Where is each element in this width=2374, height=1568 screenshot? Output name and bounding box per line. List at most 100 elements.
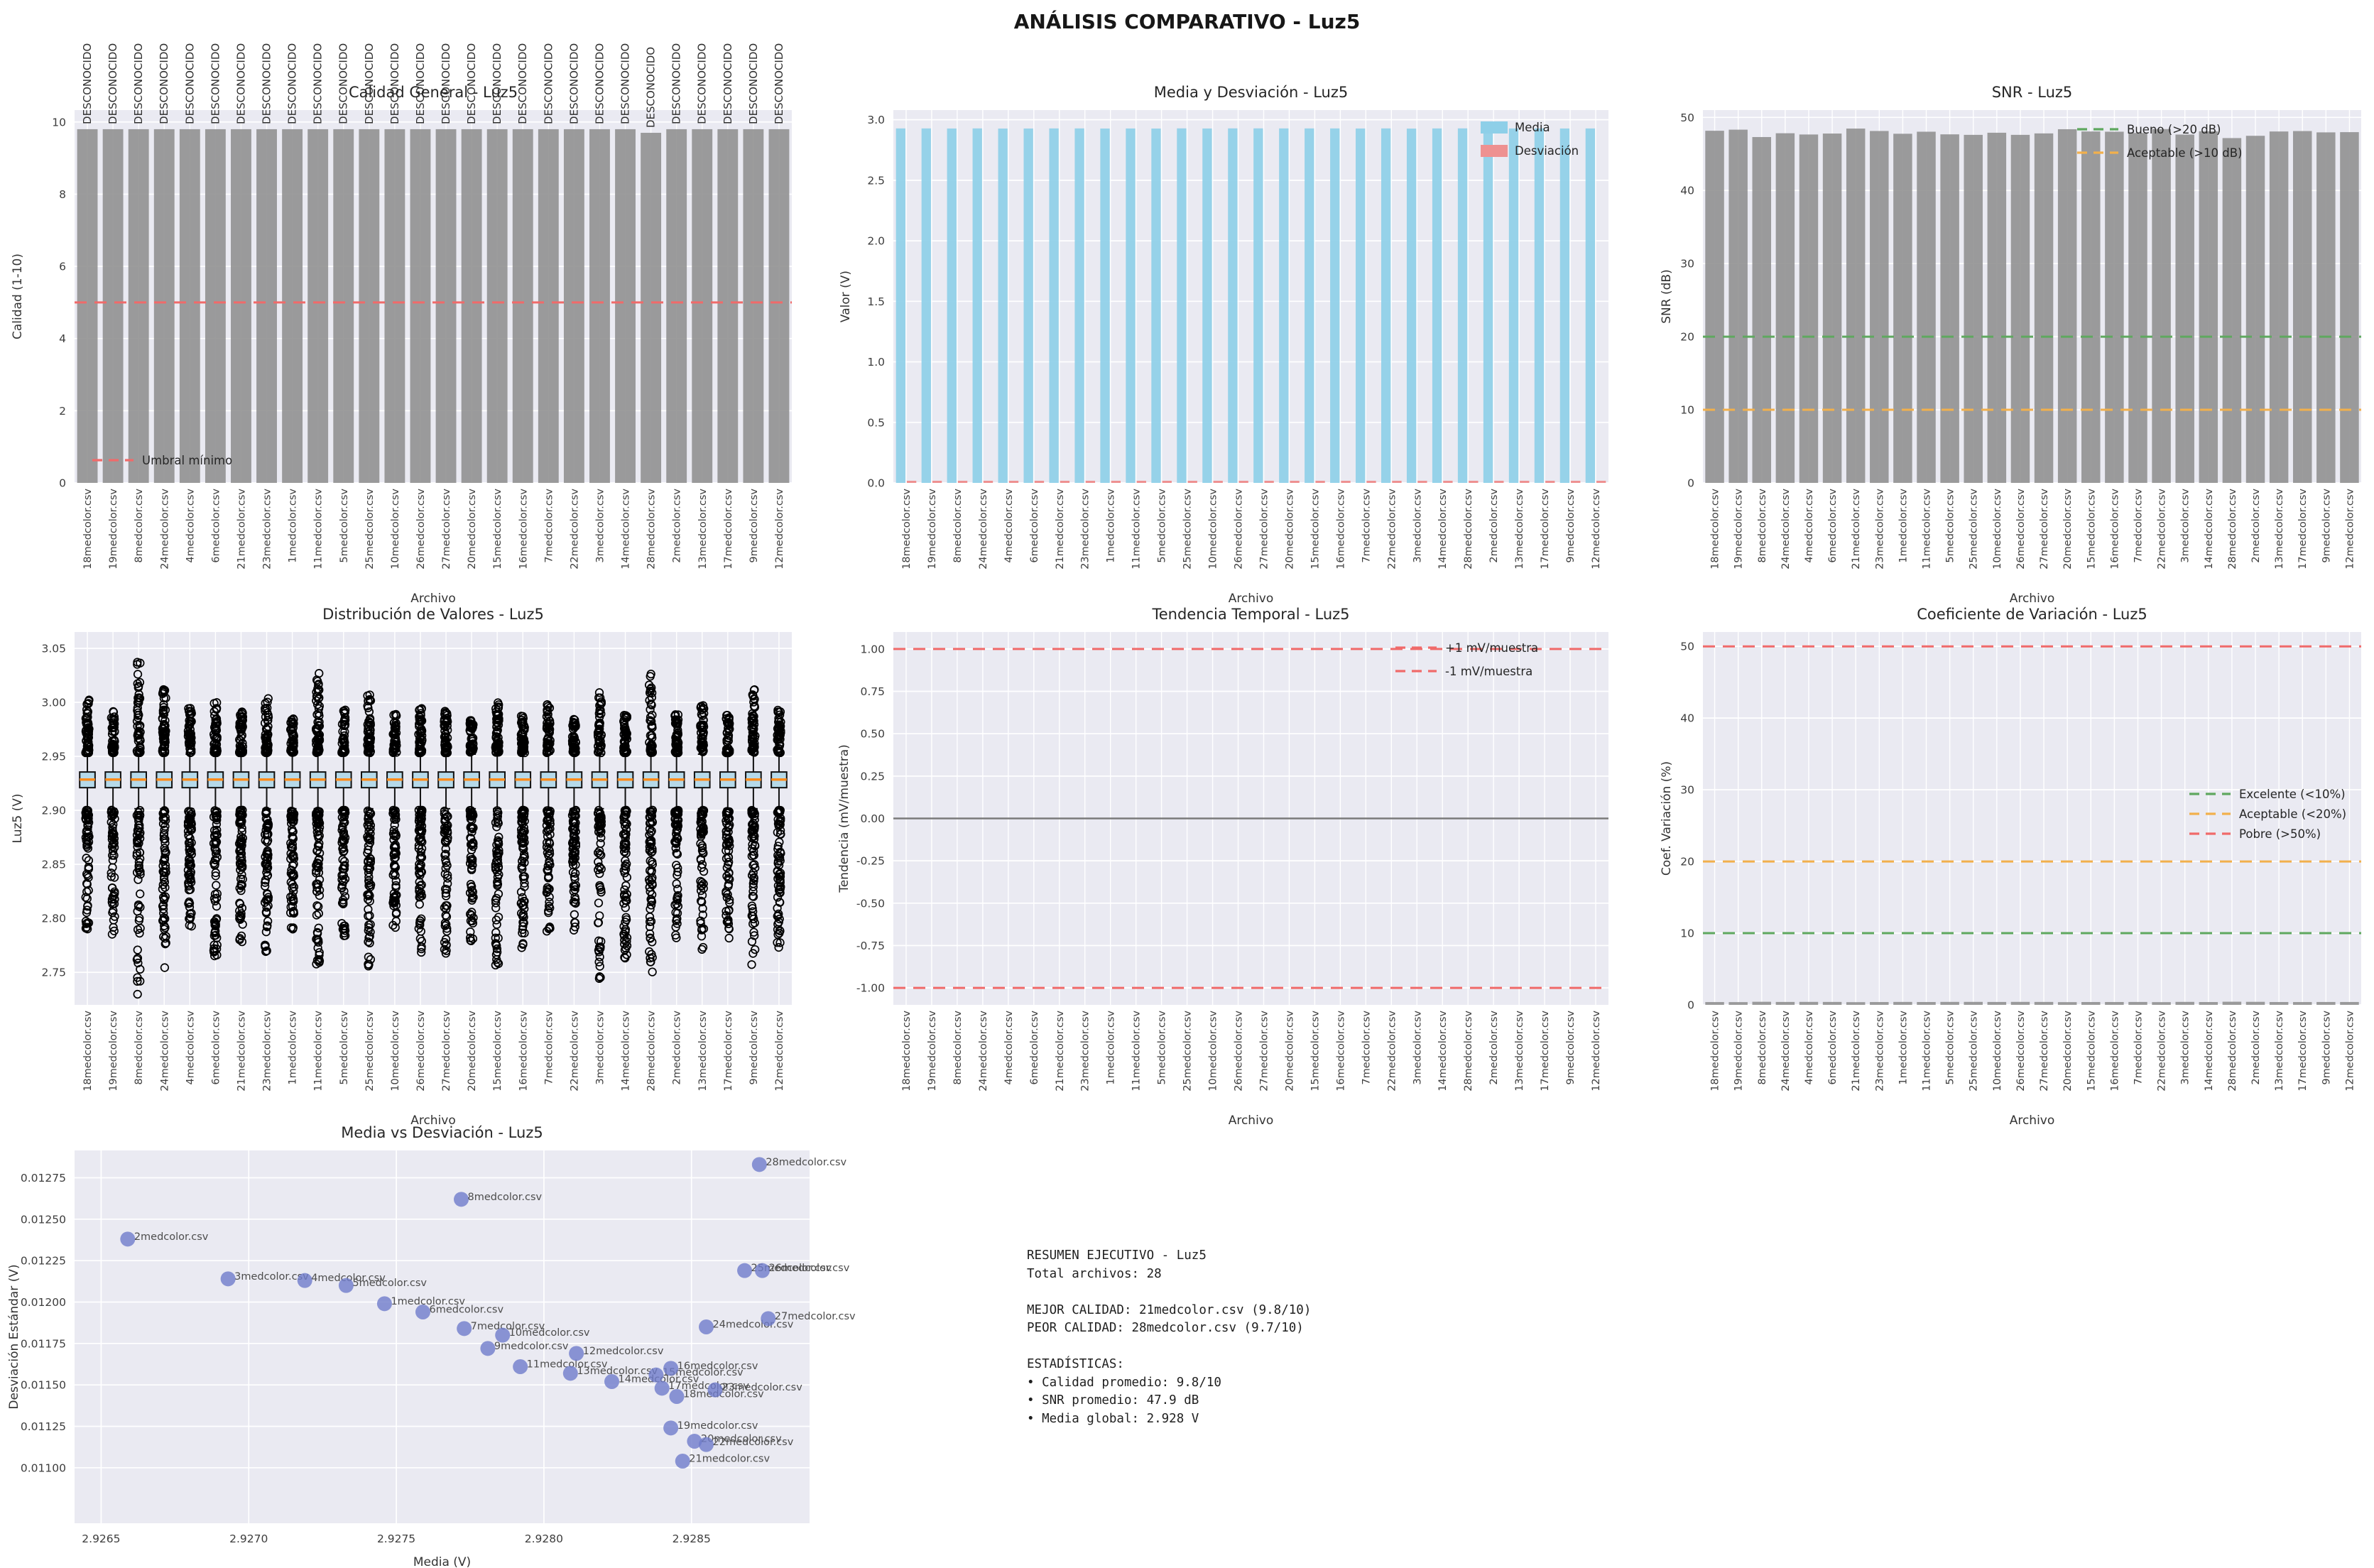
outlier: [288, 839, 298, 849]
outlier: [620, 742, 630, 752]
bar: [2105, 131, 2124, 483]
bar-media: [1457, 128, 1468, 483]
outlier: [107, 828, 117, 837]
outlier: [391, 728, 401, 738]
outlier: [595, 962, 604, 971]
outlier: [82, 726, 91, 735]
x-tick-label: 26medcolor.csv: [415, 1011, 427, 1091]
outlier: [236, 832, 246, 842]
scatter-point: [761, 1311, 776, 1327]
outlier: [108, 892, 118, 901]
x-tick-label: 8medcolor.csv: [134, 489, 145, 563]
outlier: [109, 926, 119, 936]
bar: [666, 129, 687, 484]
outlier: [748, 691, 758, 700]
outlier: [494, 747, 503, 757]
outlier: [518, 918, 528, 927]
outlier: [672, 899, 682, 909]
y-tick-label: 0.01200: [21, 1296, 66, 1309]
bar-media: [998, 129, 1008, 483]
scatter-point-label: 8medcolor.csv: [468, 1192, 543, 1203]
outlier: [519, 874, 528, 883]
outlier: [286, 869, 295, 878]
bar: [2081, 131, 2101, 484]
outlier: [108, 840, 117, 849]
outlier: [622, 937, 631, 946]
outlier: [493, 881, 502, 891]
y-tick-label: 0: [59, 477, 66, 490]
outlier: [235, 906, 244, 915]
outlier: [390, 842, 399, 852]
x-tick-label: 28medcolor.csv: [2227, 489, 2238, 570]
outlier: [416, 860, 425, 870]
outlier: [389, 849, 399, 859]
outlier: [289, 908, 299, 918]
outlier: [312, 736, 321, 746]
outlier: [286, 744, 295, 753]
y-tick-label: 50: [1680, 641, 1694, 653]
outlier: [491, 927, 501, 937]
outlier: [287, 896, 296, 905]
y-tick-label: 0.01125: [21, 1420, 66, 1433]
outlier: [648, 710, 657, 720]
outlier: [134, 683, 143, 692]
scatter-point-label: 11medcolor.csv: [527, 1359, 608, 1371]
outlier: [442, 940, 451, 949]
outlier: [389, 901, 398, 910]
x-axis-label: Archivo: [1229, 592, 1274, 606]
outlier: [415, 877, 424, 887]
outlier: [545, 856, 554, 866]
x-tick-label: 18medcolor.csv: [1710, 1011, 1721, 1091]
x-tick-label: 24medcolor.csv: [159, 1011, 170, 1091]
outlier: [337, 739, 347, 748]
outlier: [315, 956, 325, 966]
outlier: [747, 746, 756, 755]
bar: [1752, 136, 1772, 483]
outlier: [750, 825, 759, 834]
legend-label: Excelente (<10%): [2239, 788, 2346, 801]
outlier: [571, 869, 580, 878]
scatter-point-label: 2medcolor.csv: [134, 1231, 209, 1243]
outlier: [136, 964, 145, 974]
bar: [641, 133, 662, 484]
y-axis-label: Coef. Variación (%): [1660, 761, 1674, 876]
outlier: [364, 911, 373, 921]
outlier: [263, 895, 272, 904]
outlier: [748, 744, 758, 754]
outlier: [366, 719, 375, 728]
outlier: [646, 712, 655, 722]
outlier: [212, 704, 221, 713]
scatter-point-label: 15medcolor.csv: [663, 1367, 744, 1378]
outlier: [289, 812, 298, 822]
x-tick-label: 8medcolor.csv: [1757, 1011, 1768, 1085]
x-tick-label: 9medcolor.csv: [748, 1011, 760, 1085]
outlier: [136, 721, 145, 730]
outlier: [388, 895, 398, 905]
outlier: [648, 937, 657, 947]
bar: [2034, 1001, 2054, 1005]
outlier: [647, 721, 657, 730]
bar-desviacion: [1034, 481, 1045, 483]
x-tick-label: 14medcolor.csv: [2204, 489, 2215, 570]
outlier: [646, 887, 655, 896]
x-tick-label: 16medcolor.csv: [518, 489, 529, 570]
outlier: [646, 716, 655, 725]
x-tick-label: 17medcolor.csv: [2297, 489, 2309, 570]
bar-value-label: DESCONOCIDO: [132, 43, 145, 124]
bar: [2081, 1002, 2101, 1005]
bar: [2175, 1001, 2194, 1005]
bar-desviacion: [1392, 481, 1402, 483]
outlier: [725, 898, 734, 908]
outlier: [646, 746, 655, 755]
outlier: [159, 872, 169, 881]
tendencia-chart: -1.00 -0.75 -0.50 -0.25 0.00 0.25 0.50 0.75 1.00…: [837, 606, 1608, 1128]
outlier: [520, 809, 529, 818]
outlier: [365, 932, 374, 941]
bar-media: [1253, 128, 1263, 484]
bar-value-label: DESCONOCIDO: [747, 43, 760, 124]
outlier: [441, 910, 450, 920]
outlier: [545, 824, 555, 834]
outlier: [418, 731, 427, 741]
outlier: [212, 889, 222, 898]
x-tick-label: 24medcolor.csv: [1780, 1011, 1792, 1091]
